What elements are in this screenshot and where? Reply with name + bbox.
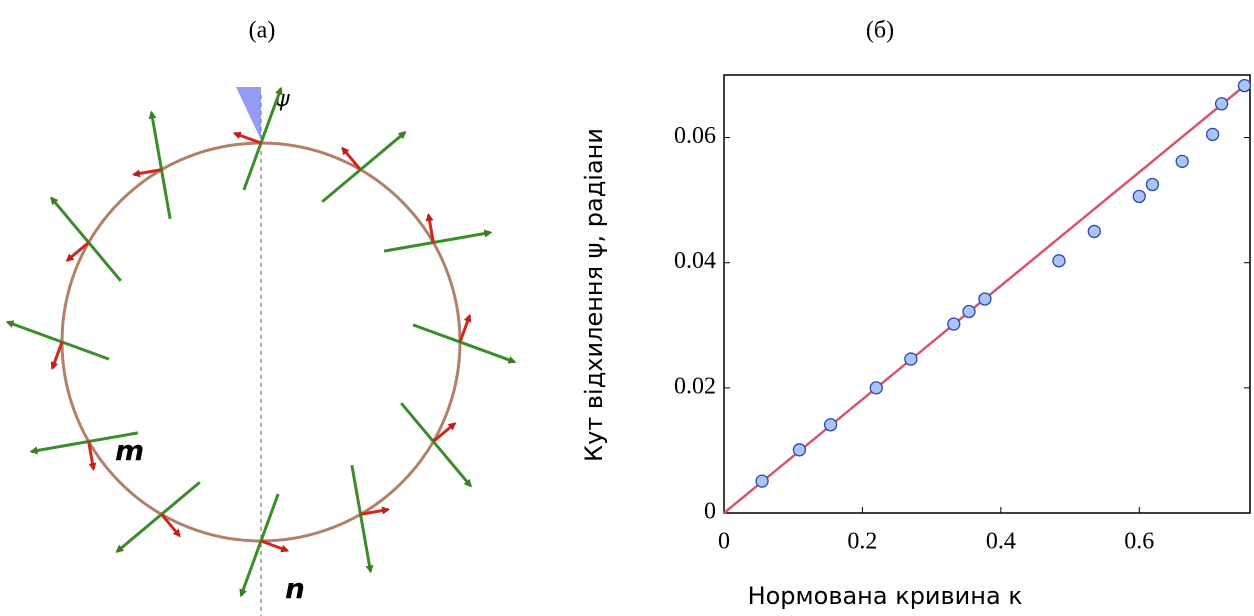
normal-arrow — [50, 196, 122, 282]
x-tick-label: 0 — [718, 529, 730, 555]
normal-arrow — [400, 402, 472, 488]
x-axis-label: Нормована кривина κ — [748, 582, 1023, 610]
data-point — [1132, 189, 1146, 204]
panel-title: (a) — [249, 18, 276, 44]
data-point — [755, 474, 769, 488]
tangent-arrow — [341, 146, 362, 171]
data-point — [947, 317, 961, 331]
data-point — [1205, 127, 1220, 142]
tangent-arrow — [360, 506, 391, 516]
chart-title: (б) — [866, 18, 894, 44]
normal-arrow — [383, 229, 493, 253]
normal-arrow — [239, 493, 280, 598]
data-point — [823, 418, 838, 432]
data-point — [792, 443, 807, 457]
x-tick-label: 0.4 — [986, 529, 1016, 555]
data-point — [904, 352, 918, 366]
data-point — [869, 381, 883, 395]
tangent-arrow — [432, 422, 457, 443]
normal-arrow — [242, 86, 283, 191]
y-tick-label: 0.02 — [674, 373, 716, 399]
tangent-arrow — [232, 131, 262, 145]
x-tick-label: 0.6 — [1124, 529, 1154, 555]
data-point — [1214, 97, 1229, 111]
tangent-arrow — [260, 539, 290, 553]
y-axis-label: Кут відхилення ψ, радіани — [580, 128, 608, 462]
tangent-arrow — [425, 212, 435, 243]
n-label: n — [285, 572, 305, 605]
data-point — [978, 292, 992, 306]
normal-arrow — [321, 131, 407, 203]
normal-arrow — [412, 323, 517, 364]
plot-frame — [723, 74, 1251, 514]
data-point — [1087, 224, 1101, 239]
tangent-arrow — [65, 241, 90, 262]
diagram: (a) ψ m n — [5, 18, 517, 616]
x-tick-label: 0.2 — [847, 529, 877, 555]
data-point — [1052, 254, 1066, 268]
data-point — [1145, 177, 1160, 192]
tangent-arrow — [87, 441, 97, 472]
y-tick-label: 0.06 — [674, 123, 716, 149]
normal-arrow — [350, 464, 374, 574]
tangent-arrow — [160, 513, 181, 538]
tangent-arrow — [131, 168, 162, 178]
tangent-arrow — [50, 341, 64, 371]
y-tick-label: 0.04 — [674, 248, 716, 274]
angle-wedge — [236, 87, 261, 140]
y-tick-label: 0 — [704, 499, 716, 525]
data-point — [1175, 154, 1189, 168]
normal-arrow — [29, 431, 139, 455]
normal-arrow — [115, 481, 201, 553]
tangent-arrow — [458, 313, 472, 343]
normal-arrow — [5, 320, 110, 361]
m-label: m — [115, 434, 144, 467]
data-point — [1237, 78, 1252, 93]
normal-arrow — [148, 110, 172, 220]
data-point — [962, 304, 976, 319]
chart: (б) Нормована кривина κ Кут відхилення ψ… — [580, 18, 1252, 610]
